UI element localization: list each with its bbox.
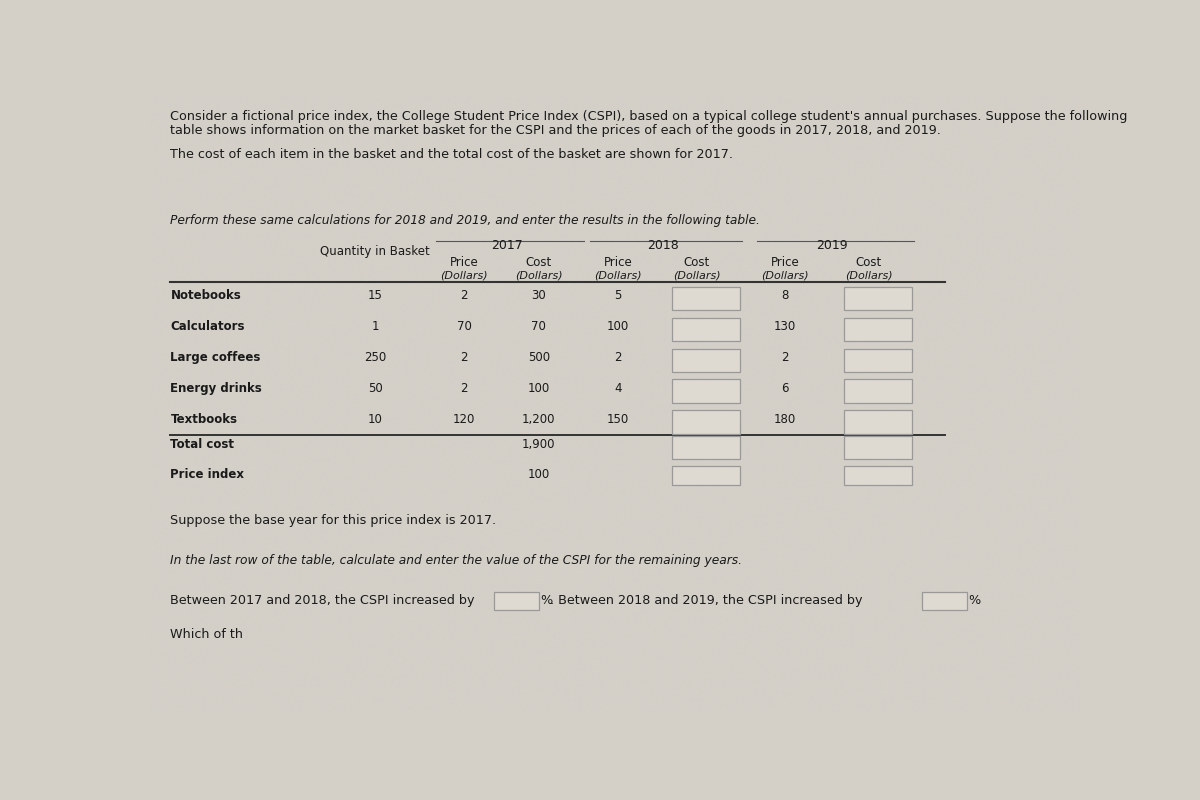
Text: In the last row of the table, calculate and enter the value of the CSPI for the : In the last row of the table, calculate …: [170, 554, 743, 567]
Text: Cost: Cost: [684, 256, 710, 269]
Text: 1,200: 1,200: [522, 413, 556, 426]
Text: 2: 2: [781, 351, 788, 364]
Bar: [672, 379, 739, 402]
Text: 6: 6: [781, 382, 788, 395]
Text: 100: 100: [528, 468, 550, 481]
Text: (Dollars): (Dollars): [440, 271, 488, 281]
Text: 30: 30: [532, 290, 546, 302]
Text: Calculators: Calculators: [170, 320, 245, 334]
Text: Quantity in Basket: Quantity in Basket: [320, 245, 430, 258]
Text: 500: 500: [528, 351, 550, 364]
Text: Price index: Price index: [170, 468, 245, 481]
Text: 250: 250: [364, 351, 386, 364]
Text: Price: Price: [604, 256, 632, 269]
Text: 2018: 2018: [647, 239, 678, 252]
Text: 8: 8: [781, 290, 788, 302]
Bar: [844, 349, 912, 372]
Text: (Dollars): (Dollars): [594, 271, 642, 281]
Text: Suppose the base year for this price index is 2017.: Suppose the base year for this price ind…: [170, 514, 497, 527]
Text: Which of th: Which of th: [170, 628, 244, 642]
Text: (Dollars): (Dollars): [515, 271, 563, 281]
Text: (Dollars): (Dollars): [845, 271, 893, 281]
Text: The cost of each item in the basket and the total cost of the basket are shown f: The cost of each item in the basket and …: [170, 148, 733, 161]
Text: 100: 100: [528, 382, 550, 395]
Text: 2: 2: [461, 382, 468, 395]
Text: 70: 70: [532, 320, 546, 334]
Text: 10: 10: [367, 413, 383, 426]
Text: 2019: 2019: [816, 239, 848, 252]
Bar: [844, 436, 912, 459]
Text: 70: 70: [457, 320, 472, 334]
Text: Cost: Cost: [856, 256, 882, 269]
Text: Between 2017 and 2018, the CSPI increased by: Between 2017 and 2018, the CSPI increase…: [170, 594, 475, 607]
Text: 5: 5: [614, 290, 622, 302]
Text: Notebooks: Notebooks: [170, 290, 241, 302]
Bar: [672, 436, 739, 459]
Text: 50: 50: [367, 382, 383, 395]
Text: 100: 100: [607, 320, 629, 334]
Text: 2: 2: [461, 351, 468, 364]
Text: %: %: [968, 594, 980, 607]
Bar: [672, 410, 739, 434]
Text: Energy drinks: Energy drinks: [170, 382, 263, 395]
Bar: [672, 287, 739, 310]
Text: . Between 2018 and 2019, the CSPI increased by: . Between 2018 and 2019, the CSPI increa…: [550, 594, 863, 607]
Text: (Dollars): (Dollars): [761, 271, 809, 281]
Text: Price: Price: [450, 256, 479, 269]
Text: Large coffees: Large coffees: [170, 351, 260, 364]
Text: Price: Price: [770, 256, 799, 269]
Text: %: %: [540, 594, 553, 607]
Bar: [922, 592, 966, 610]
Text: 2: 2: [461, 290, 468, 302]
Text: 2: 2: [614, 351, 622, 364]
Text: 120: 120: [454, 413, 475, 426]
Bar: [672, 318, 739, 341]
Text: Consider a fictional price index, the College Student Price Index (CSPI), based : Consider a fictional price index, the Co…: [170, 110, 1128, 122]
Text: Total cost: Total cost: [170, 438, 234, 451]
Bar: [844, 379, 912, 402]
Bar: [672, 349, 739, 372]
Text: table shows information on the market basket for the CSPI and the prices of each: table shows information on the market ba…: [170, 124, 941, 138]
Bar: [844, 466, 912, 486]
Bar: [844, 287, 912, 310]
Bar: [844, 410, 912, 434]
Text: 1: 1: [371, 320, 379, 334]
Text: 2017: 2017: [491, 239, 523, 252]
Text: 4: 4: [614, 382, 622, 395]
Text: 180: 180: [774, 413, 797, 426]
Text: Textbooks: Textbooks: [170, 413, 238, 426]
Bar: [844, 318, 912, 341]
Text: 150: 150: [607, 413, 629, 426]
Text: Perform these same calculations for 2018 and 2019, and enter the results in the : Perform these same calculations for 2018…: [170, 214, 761, 227]
Bar: [672, 466, 739, 486]
Text: 1,900: 1,900: [522, 438, 556, 451]
Text: 15: 15: [367, 290, 383, 302]
Text: Cost: Cost: [526, 256, 552, 269]
Bar: [494, 592, 539, 610]
Text: (Dollars): (Dollars): [673, 271, 721, 281]
Text: 130: 130: [774, 320, 797, 334]
